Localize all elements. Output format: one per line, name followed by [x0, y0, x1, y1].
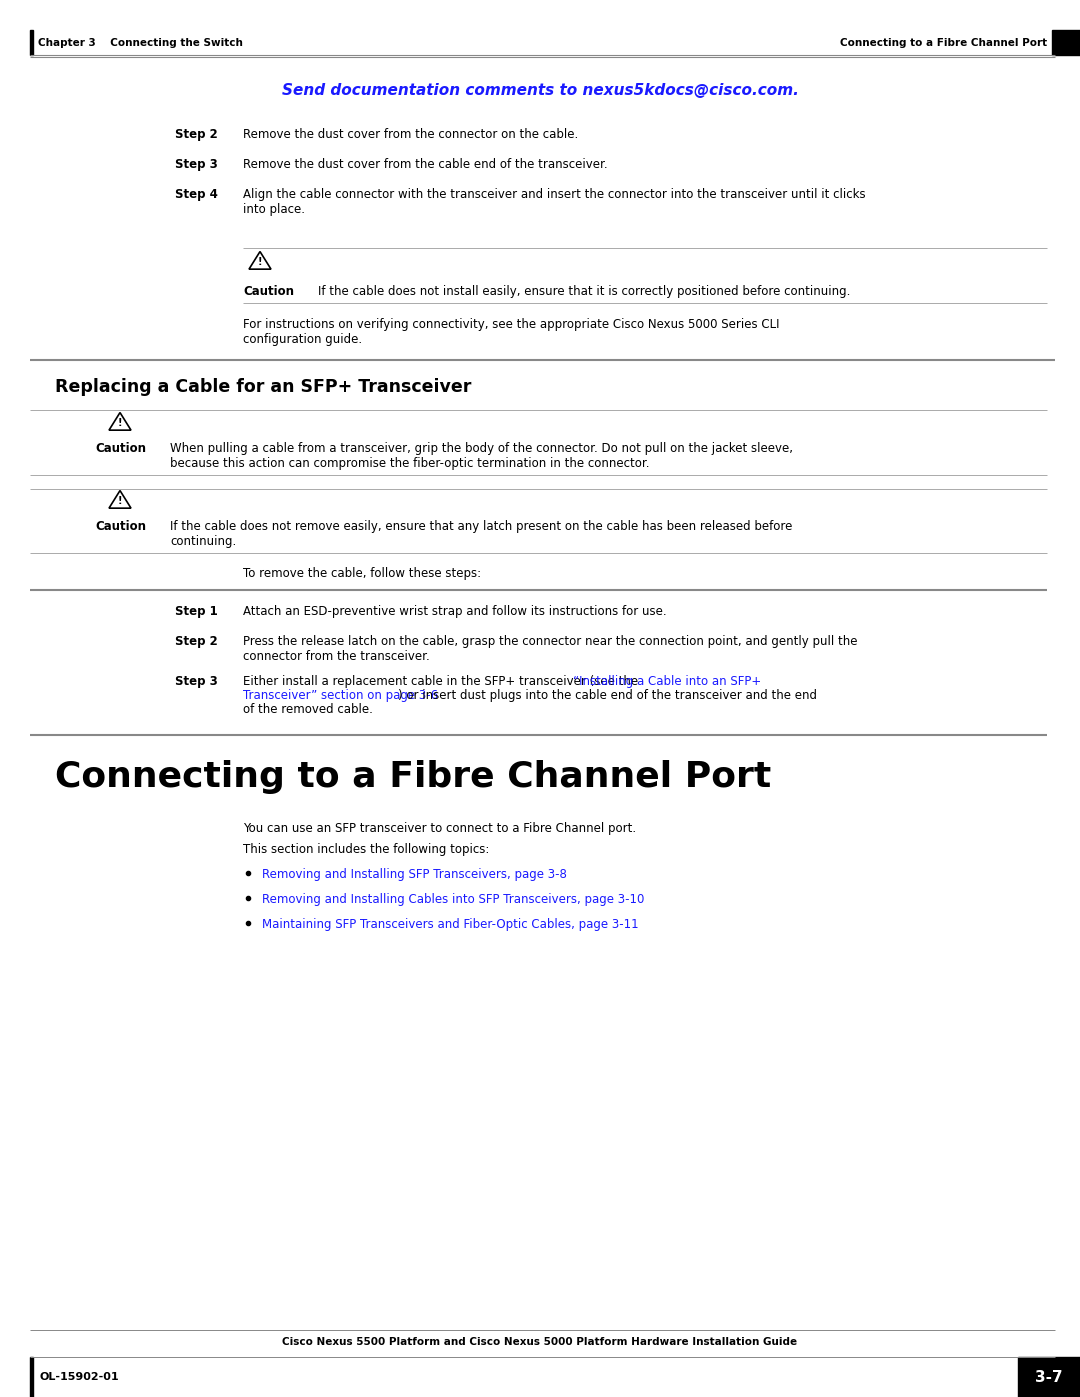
- Text: Removing and Installing Cables into SFP Transceivers, page 3-10: Removing and Installing Cables into SFP …: [262, 893, 645, 907]
- Text: For instructions on verifying connectivity, see the appropriate Cisco Nexus 5000: For instructions on verifying connectivi…: [243, 319, 780, 346]
- Text: Send documentation comments to nexus5kdocs@cisco.com.: Send documentation comments to nexus5kdo…: [282, 82, 798, 98]
- Text: of the removed cable.: of the removed cable.: [243, 703, 373, 717]
- Text: Press the release latch on the cable, grasp the connector near the connection po: Press the release latch on the cable, gr…: [243, 636, 858, 664]
- Text: Step 2: Step 2: [175, 129, 218, 141]
- Text: Step 2: Step 2: [175, 636, 218, 648]
- Text: Connecting to a Fibre Channel Port: Connecting to a Fibre Channel Port: [840, 38, 1047, 47]
- Text: 3-7: 3-7: [1036, 1369, 1063, 1384]
- Text: Caution: Caution: [95, 441, 146, 455]
- Text: Replacing a Cable for an SFP+ Transceiver: Replacing a Cable for an SFP+ Transceive…: [55, 379, 471, 395]
- Text: OL-15902-01: OL-15902-01: [40, 1372, 120, 1382]
- Text: Caution: Caution: [95, 520, 146, 534]
- Text: Chapter 3    Connecting the Switch: Chapter 3 Connecting the Switch: [38, 38, 243, 47]
- Bar: [1018, 1356, 1080, 1397]
- Text: Remove the dust cover from the cable end of the transceiver.: Remove the dust cover from the cable end…: [243, 158, 608, 170]
- Text: You can use an SFP transceiver to connect to a Fibre Channel port.: You can use an SFP transceiver to connec…: [243, 821, 636, 835]
- Text: To remove the cable, follow these steps:: To remove the cable, follow these steps:: [243, 567, 481, 580]
- Text: ) or insert dust plugs into the cable end of the transceiver and the end: ) or insert dust plugs into the cable en…: [399, 689, 818, 703]
- Text: !: !: [118, 496, 122, 506]
- Text: When pulling a cable from a transceiver, grip the body of the connector. Do not : When pulling a cable from a transceiver,…: [170, 441, 793, 469]
- Text: If the cable does not remove easily, ensure that any latch present on the cable : If the cable does not remove easily, ens…: [170, 520, 793, 548]
- Bar: [1052, 29, 1080, 54]
- Text: Step 1: Step 1: [175, 605, 218, 617]
- Text: “Installing a Cable into an SFP+: “Installing a Cable into an SFP+: [572, 675, 761, 687]
- Text: This section includes the following topics:: This section includes the following topi…: [243, 842, 489, 856]
- Text: Cisco Nexus 5500 Platform and Cisco Nexus 5000 Platform Hardware Installation Gu: Cisco Nexus 5500 Platform and Cisco Nexu…: [283, 1337, 797, 1347]
- Text: Transceiver” section on page 3-6: Transceiver” section on page 3-6: [243, 689, 438, 703]
- Text: Maintaining SFP Transceivers and Fiber-Optic Cables, page 3-11: Maintaining SFP Transceivers and Fiber-O…: [262, 918, 638, 930]
- Text: If the cable does not install easily, ensure that it is correctly positioned bef: If the cable does not install easily, en…: [318, 285, 850, 298]
- Text: Step 3: Step 3: [175, 158, 218, 170]
- Text: Step 4: Step 4: [175, 189, 218, 201]
- Text: Removing and Installing SFP Transceivers, page 3-8: Removing and Installing SFP Transceivers…: [262, 868, 567, 882]
- Bar: [30, 1356, 33, 1397]
- Text: Remove the dust cover from the connector on the cable.: Remove the dust cover from the connector…: [243, 129, 578, 141]
- Text: Either install a replacement cable in the SFP+ transceiver (see the: Either install a replacement cable in th…: [243, 675, 642, 687]
- Text: !: !: [258, 257, 262, 267]
- Text: Caution: Caution: [243, 285, 294, 298]
- Text: Step 3: Step 3: [175, 675, 218, 687]
- Text: Align the cable connector with the transceiver and insert the connector into the: Align the cable connector with the trans…: [243, 189, 866, 217]
- Text: Attach an ESD-preventive wrist strap and follow its instructions for use.: Attach an ESD-preventive wrist strap and…: [243, 605, 666, 617]
- Text: Connecting to a Fibre Channel Port: Connecting to a Fibre Channel Port: [55, 760, 771, 793]
- Text: !: !: [118, 418, 122, 427]
- Bar: [30, 29, 33, 54]
